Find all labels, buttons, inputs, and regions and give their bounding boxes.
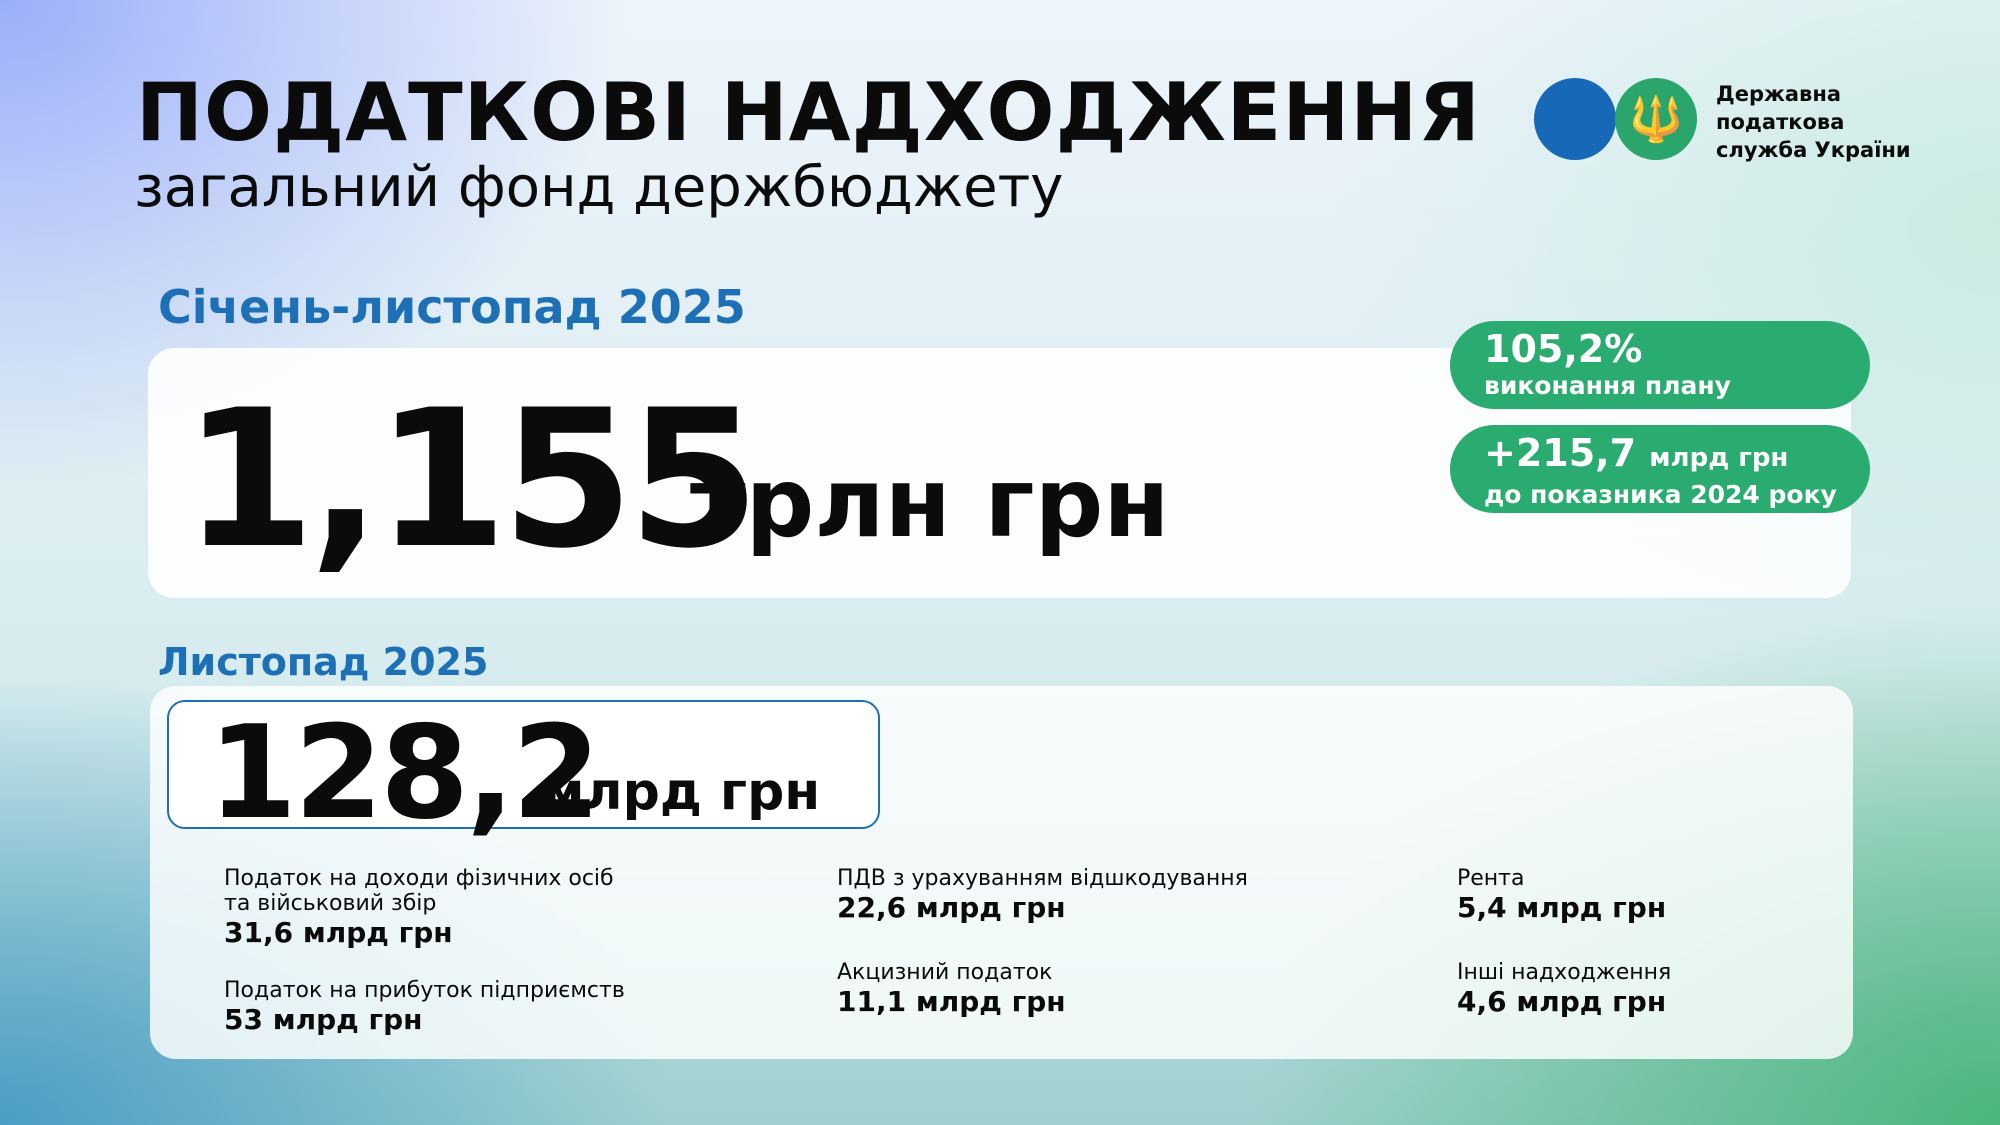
month-unit: млрд грн	[542, 762, 821, 822]
total-value: 1,155	[183, 369, 760, 590]
item-label: Податок на прибуток підприємств	[224, 978, 625, 1003]
item-pdfo: Податок на доходи фізичних осіб та війсь…	[224, 866, 614, 949]
page-subtitle: загальний фонд держбюджету	[134, 155, 1064, 220]
item-value: 11,1 млрд грн	[837, 985, 1066, 1018]
organization-name: Державна податкова служба України	[1716, 80, 1911, 164]
item-value: 22,6 млрд грн	[837, 891, 1066, 924]
item-label: Рента	[1457, 866, 1525, 891]
page-title: ПОДАТКОВІ НАДХОДЖЕННЯ	[136, 66, 1481, 159]
item-vat: ПДВ з урахуванням відшкодування 22,6 млр…	[837, 866, 1248, 924]
item-label-2: та військовий збір	[224, 891, 437, 916]
item-value: 53 млрд грн	[224, 1003, 423, 1036]
item-label: ПДВ з урахуванням відшкодування	[837, 866, 1248, 891]
item-value: 5,4 млрд грн	[1457, 891, 1667, 924]
total-unit: трлн грн	[690, 447, 1170, 559]
plan-badge: 105,2% виконання плану	[1450, 321, 1870, 409]
org-line-3: служба України	[1716, 138, 1911, 162]
item-label: Податок на доходи фізичних осіб	[224, 866, 614, 891]
org-line-1: Державна	[1716, 82, 1842, 106]
logo-blue-circle	[1534, 78, 1616, 160]
item-excise: Акцизний податок 11,1 млрд грн	[837, 960, 1066, 1018]
item-label: Акцизний податок	[837, 960, 1053, 985]
trident-icon: 🔱	[1615, 78, 1697, 160]
item-value: 31,6 млрд грн	[224, 916, 453, 949]
growth-unit: млрд грн	[1649, 443, 1789, 473]
item-value: 4,6 млрд грн	[1457, 985, 1667, 1018]
month-label: Листопад 2025	[158, 640, 489, 684]
month-total-box	[167, 700, 880, 829]
item-profit-tax: Податок на прибуток підприємств 53 млрд …	[224, 978, 625, 1036]
item-label: Інші надходження	[1457, 960, 1672, 985]
growth-badge: +215,7 млрд грн до показника 2024 року	[1450, 425, 1870, 513]
item-rent: Рента 5,4 млрд грн	[1457, 866, 1666, 924]
growth-value: +215,7	[1484, 431, 1637, 475]
org-line-2: податкова	[1716, 110, 1845, 134]
growth-label: до показника 2024 року	[1484, 480, 1837, 509]
month-value: 128,2	[208, 699, 601, 848]
plan-value: 105,2%	[1484, 327, 1643, 371]
plan-label: виконання плану	[1484, 371, 1731, 400]
period-label: Січень-листопад 2025	[158, 280, 746, 334]
item-other: Інші надходження 4,6 млрд грн	[1457, 960, 1671, 1018]
